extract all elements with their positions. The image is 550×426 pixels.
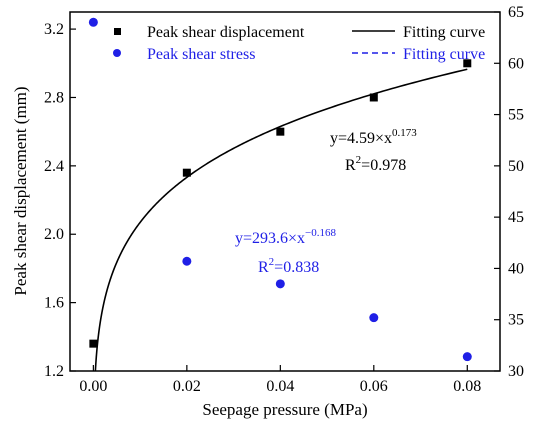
legend-label-fit-dashed: Fitting curve (403, 46, 485, 63)
legend-label-fit-solid: Fitting curve (403, 24, 485, 41)
legend: Peak shear displacement Fitting curve Pe… (113, 24, 485, 63)
y-left-tick-label: 1.6 (44, 295, 64, 312)
y-left-tick-label: 1.2 (44, 363, 64, 380)
fit-r2-displacement-value: =0.978 (361, 157, 406, 174)
y-left-tick-label: 2.4 (44, 158, 64, 175)
y-left-tick-label: 2.8 (44, 89, 64, 106)
y-right-tick-label: 50 (508, 158, 524, 175)
y-right-tick-label: 65 (508, 4, 524, 21)
fit-r2-displacement: R2=0.978 (345, 154, 406, 174)
fit-equation-stress-base: y=293.6×x (235, 230, 305, 247)
fit-r2-stress-symbol: R (258, 259, 269, 276)
legend-marker-stress (113, 49, 121, 57)
data-point-displacement (463, 59, 472, 68)
data-point-stress (182, 256, 192, 266)
data-point-stress (369, 313, 379, 323)
y-right-tick-label: 30 (508, 363, 524, 380)
y-axis-title-left: Peak shear displacement (mm) (11, 86, 30, 295)
plot-frame (69, 11, 501, 372)
y-right-tick-label: 35 (508, 312, 524, 329)
data-point-displacement (369, 93, 378, 102)
y-left-tick-label: 2.0 (44, 226, 64, 243)
data-points (88, 17, 472, 362)
legend-label-displacement: Peak shear displacement (147, 24, 305, 41)
data-point-displacement (182, 168, 191, 177)
fit-equation-displacement-base: y=4.59×x (330, 130, 392, 147)
data-point-stress (88, 17, 98, 27)
legend-marker-displacement (114, 28, 121, 35)
y-right-tick-label: 60 (508, 55, 524, 72)
fit-equation-stress: y=293.6×x−0.168 (235, 227, 337, 247)
x-axis-title: Seepage pressure (MPa) (202, 400, 367, 419)
data-point-stress (275, 279, 285, 289)
y-right-tick-label: 45 (508, 209, 524, 226)
fit-r2-stress-value: =0.838 (274, 259, 319, 276)
y-right-tick-label: 55 (508, 107, 524, 124)
legend-label-stress: Peak shear stress (147, 46, 255, 63)
x-tick-label: 0.08 (453, 378, 481, 395)
data-point-displacement (89, 339, 98, 348)
x-tick-label: 0.02 (173, 378, 201, 395)
fit-curves (94, 68, 468, 371)
x-tick-label: 0.06 (360, 378, 388, 395)
fit-r2-stress-sup: 2 (269, 256, 275, 268)
x-tick-label: 0.00 (79, 378, 107, 395)
fit-curve-displacement (94, 68, 468, 371)
fit-equation-displacement: y=4.59×x0.173 (330, 127, 417, 147)
y-right-tick-label: 40 (508, 260, 524, 277)
data-point-stress (462, 352, 472, 362)
fit-equation-stress-exp: −0.168 (305, 227, 336, 239)
x-tick-label: 0.04 (266, 378, 294, 395)
fit-r2-displacement-symbol: R (345, 157, 356, 174)
fit-equation-displacement-exp: 0.173 (392, 127, 417, 139)
fit-r2-stress: R2=0.838 (258, 256, 319, 276)
fit-r2-displacement-sup: 2 (356, 154, 362, 166)
y-left-tick-label: 3.2 (44, 21, 64, 38)
data-point-displacement (276, 127, 285, 136)
